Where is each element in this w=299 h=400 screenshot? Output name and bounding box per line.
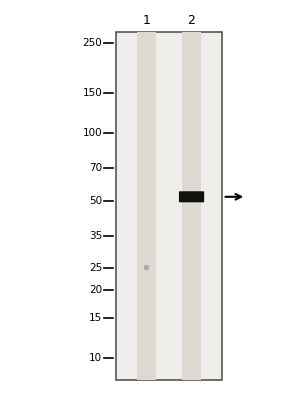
Text: 35: 35 [89,230,102,240]
FancyBboxPatch shape [116,32,222,380]
Text: 1: 1 [142,14,150,28]
FancyBboxPatch shape [179,191,204,202]
Text: 20: 20 [89,285,102,295]
Text: 2: 2 [187,14,196,28]
Text: 50: 50 [89,196,102,206]
FancyBboxPatch shape [182,32,201,380]
Text: 100: 100 [83,128,102,138]
FancyBboxPatch shape [137,32,156,380]
Text: 250: 250 [82,38,102,48]
Text: 25: 25 [89,264,102,274]
Text: 15: 15 [89,314,102,324]
Text: 70: 70 [89,163,102,173]
Text: 10: 10 [89,353,102,363]
Text: 150: 150 [82,88,102,98]
